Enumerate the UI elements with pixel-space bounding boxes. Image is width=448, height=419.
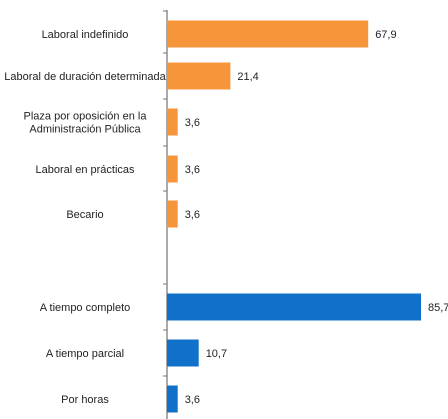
category-label-line: Por horas (61, 394, 109, 406)
value-label: 85,7 (428, 302, 448, 314)
category-label: A tiempo parcial (46, 348, 124, 360)
bar-group1-item2 (167, 62, 231, 90)
bar-group2-item1 (167, 293, 421, 321)
category-label-line: Laboral indefinido (42, 29, 129, 41)
category-label-line: Becario (66, 209, 103, 221)
category-label-line: Laboral en prácticas (35, 164, 135, 176)
bar-group2-item2 (167, 339, 199, 367)
bar-group2-item3 (167, 385, 178, 413)
category-label: A tiempo completo (40, 302, 131, 314)
value-label: 3,6 (185, 117, 200, 129)
value-label: 10,7 (206, 348, 227, 360)
category-label: Laboral de duración determinada (4, 71, 166, 83)
value-label: 3,6 (185, 394, 200, 406)
bar-group1-item3 (167, 108, 178, 136)
category-label: Becario (66, 209, 103, 221)
bar-group1-item5 (167, 200, 178, 228)
category-label: Laboral indefinido (42, 29, 129, 41)
category-label: Laboral en prácticas (35, 164, 135, 176)
category-label-line: Plaza por oposición en la (24, 111, 148, 123)
bar-group1-item1 (167, 20, 369, 48)
category-label-line: Laboral de duración determinada (4, 71, 166, 83)
category-label: Plaza por oposición en la Administración … (24, 111, 148, 136)
value-label: 67,9 (375, 29, 396, 41)
category-label-line: Administración Pública (29, 124, 141, 136)
category-label-line: A tiempo completo (40, 302, 131, 314)
category-label: Por horas (61, 394, 109, 406)
bar-group1-item4 (167, 155, 178, 183)
value-label: 3,6 (185, 209, 200, 221)
value-label: 3,6 (185, 164, 200, 176)
value-label: 21,4 (237, 71, 258, 83)
category-label-line: A tiempo parcial (46, 348, 124, 360)
